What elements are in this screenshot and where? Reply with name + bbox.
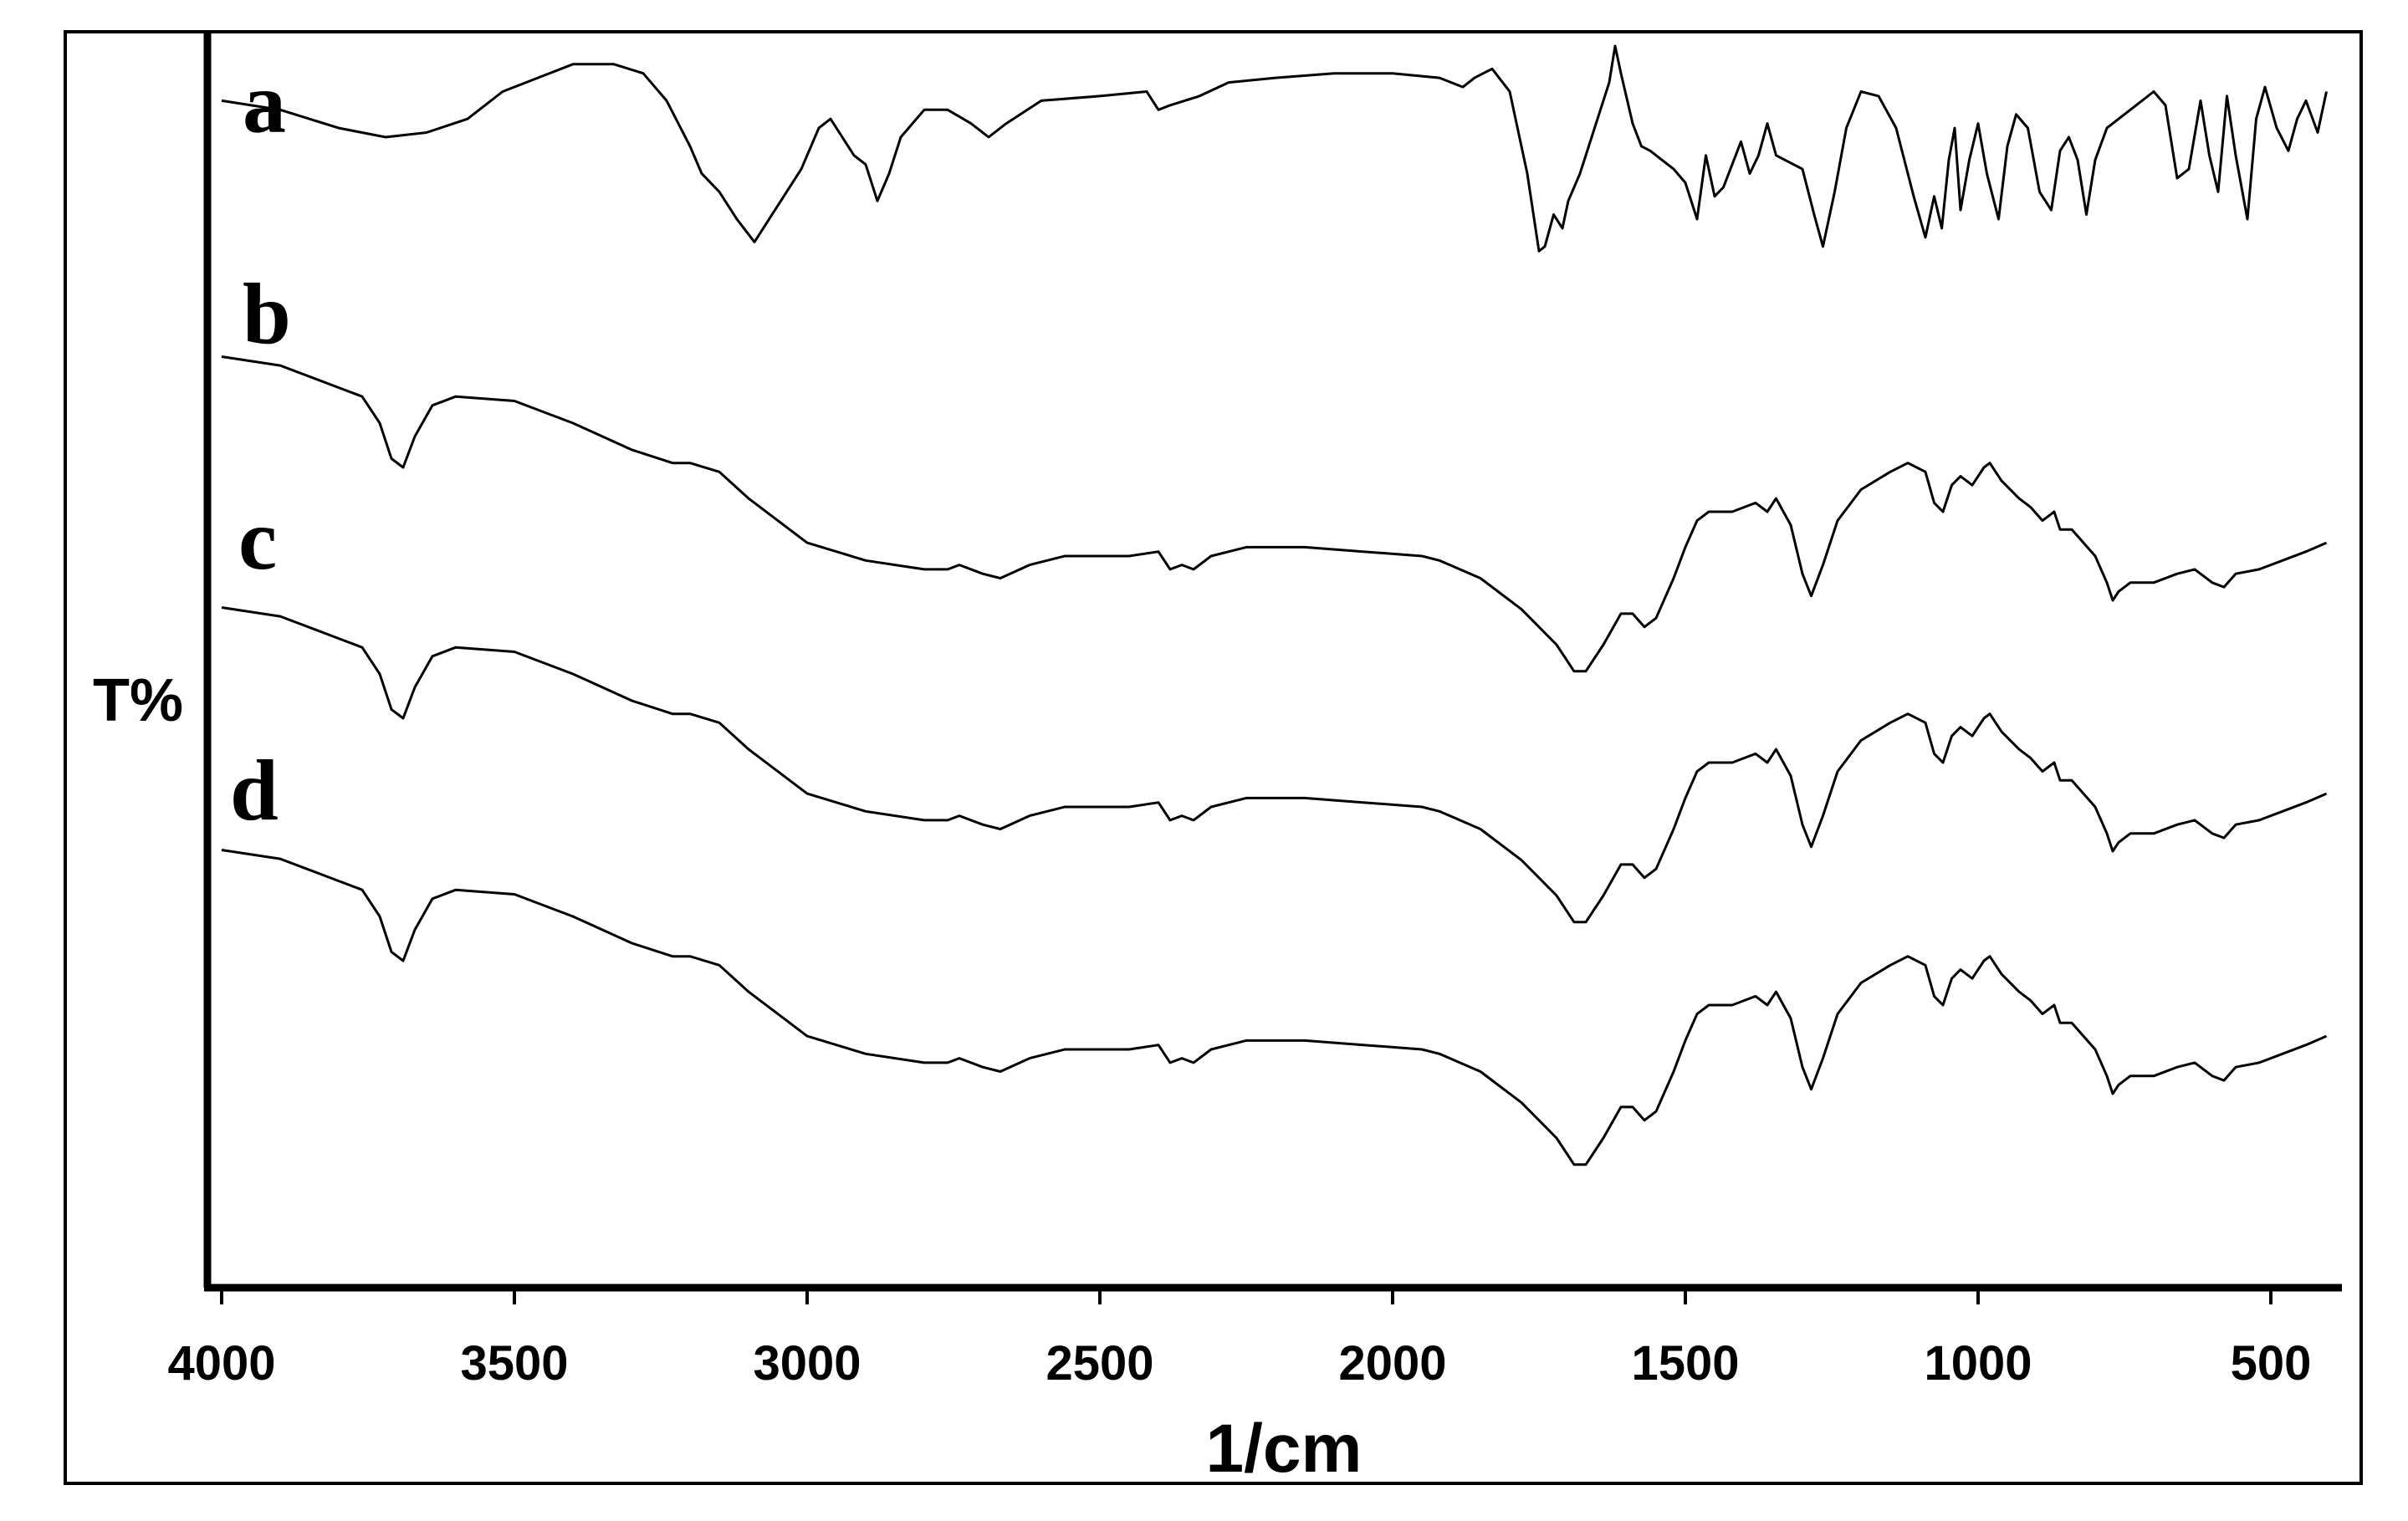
spectrum-line-b: [221, 355, 2328, 673]
x-tick-label-1000: 1000: [1924, 1336, 2032, 1391]
spectra-series-group: [221, 44, 2328, 1166]
series-label-d: d: [230, 743, 279, 839]
x-tick-label-3500: 3500: [460, 1336, 568, 1391]
spectrum-line-c: [221, 606, 2328, 924]
x-tick-label-2500: 2500: [1046, 1336, 1153, 1391]
x-tick-label-2000: 2000: [1338, 1336, 1446, 1391]
series-label-c: c: [238, 492, 277, 588]
x-tick-label-1500: 1500: [1631, 1336, 1739, 1391]
spectrum-line-a: [221, 44, 2328, 253]
x-tick-label-4000: 4000: [167, 1336, 275, 1391]
x-ticks-group: 4000 3500 3000 2500 2000 1500 1000 500: [167, 1291, 2311, 1391]
x-tick-label-3000: 3000: [753, 1336, 861, 1391]
series-label-b: b: [243, 266, 291, 362]
spectrum-line-d: [221, 849, 2328, 1166]
x-tick-label-500: 500: [2231, 1336, 2312, 1391]
x-axis-label: 1/cm: [1206, 1411, 1362, 1487]
series-labels-group: a b c d: [230, 55, 291, 839]
series-label-a: a: [243, 55, 286, 151]
y-axis-label: T%: [93, 667, 183, 734]
figure-border: [64, 30, 2363, 1485]
